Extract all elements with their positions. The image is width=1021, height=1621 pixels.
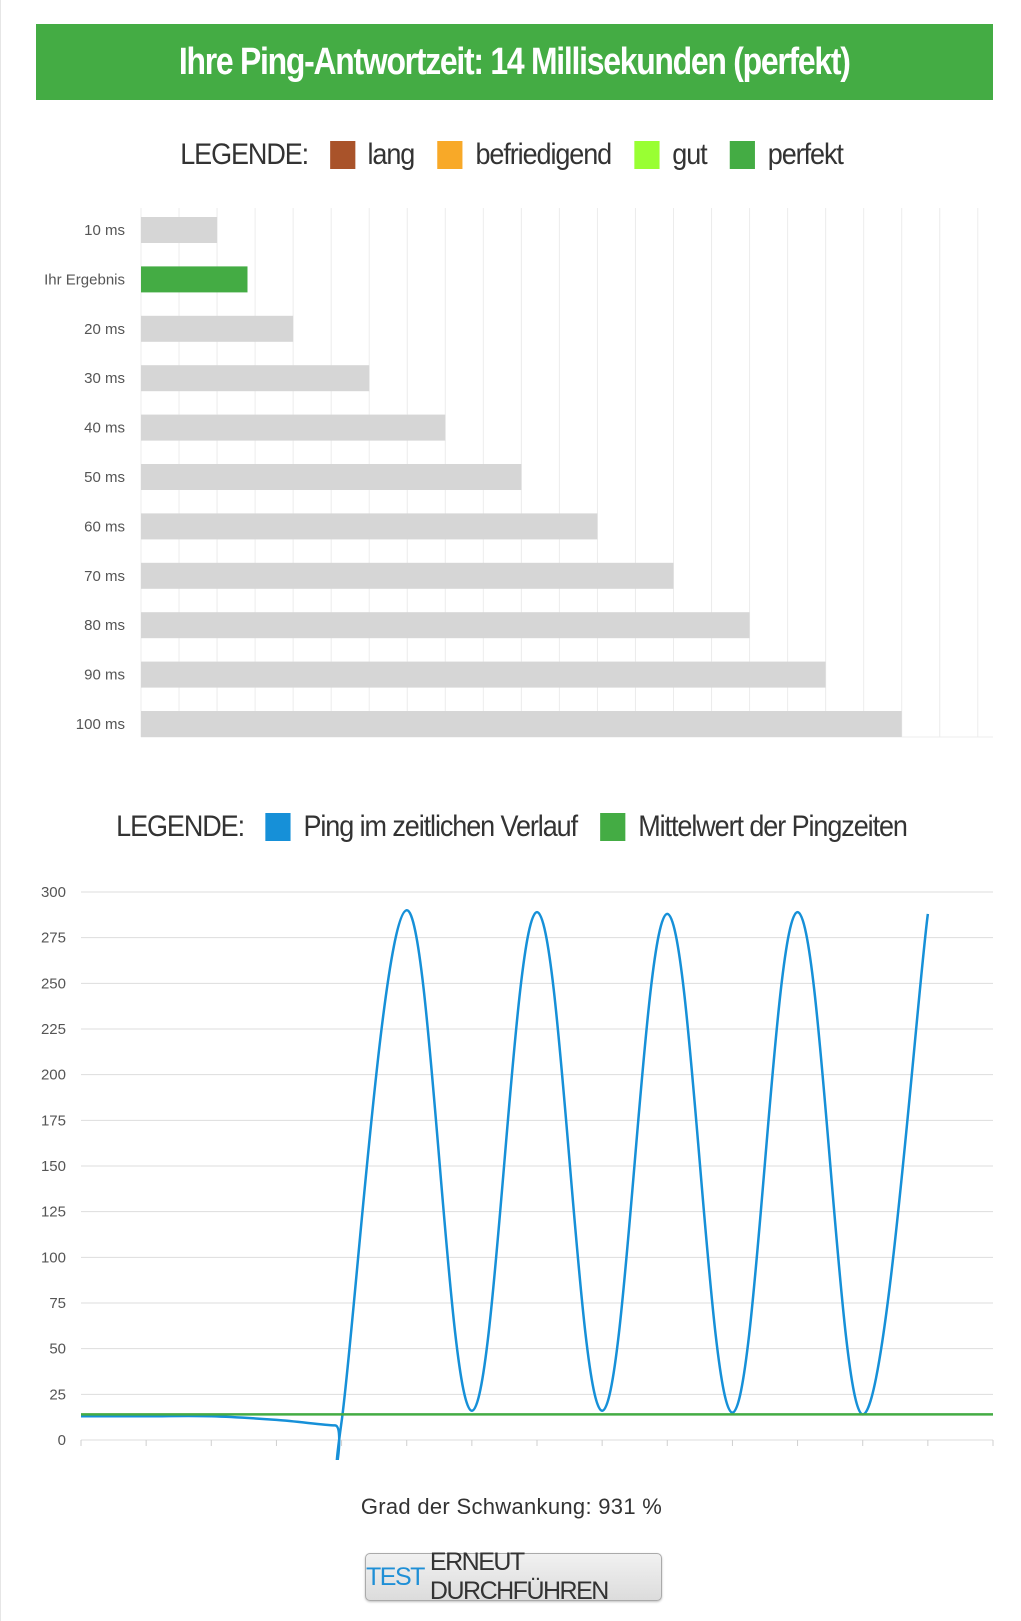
- legend-label-perfekt: perfekt: [767, 138, 844, 171]
- retest-button-label: ERNEUT DURCHFÜHREN: [429, 1548, 609, 1605]
- y-tick-label: 0: [58, 1432, 66, 1449]
- bar-30-ms: [141, 365, 370, 392]
- legend-label-befriedigend: befriedigend: [475, 138, 612, 171]
- legend-label-ping-verlauf: Ping im zeitlichen Verlauf: [303, 810, 578, 843]
- legend-swatch-befriedigend: [437, 141, 463, 169]
- legend-top: LEGENDE: lang befriedigend gut perfekt: [52, 130, 971, 180]
- bar-10-ms: [141, 217, 218, 243]
- bar-40-ms: [141, 414, 446, 441]
- bar-50-ms: [141, 464, 522, 490]
- legend-item-lang: lang: [329, 138, 416, 172]
- y-tick-label: 275: [41, 930, 66, 947]
- bar-label-50-ms: 50 ms: [84, 469, 125, 486]
- bar-label-60-ms: 60 ms: [84, 518, 125, 535]
- bar-ihr-ergebnis: [141, 266, 248, 293]
- y-tick-label: 125: [41, 1204, 66, 1221]
- bar-90-ms: [141, 661, 826, 688]
- legend-swatch-ping-verlauf: [265, 813, 291, 841]
- legend-bottom-title: LEGENDE:: [116, 810, 245, 843]
- bar-label-80-ms: 80 ms: [84, 617, 125, 634]
- bar-20-ms: [141, 315, 294, 342]
- y-tick-label: 225: [41, 1021, 66, 1038]
- y-tick-label: 75: [49, 1295, 66, 1312]
- ping-history-line-chart: 0 25 50 75 100 125 150 175 200 225 250 275 300: [41, 884, 994, 1460]
- legend-top-title: LEGENDE:: [180, 138, 309, 171]
- bar-60-ms: [141, 513, 598, 540]
- legend-swatch-gut: [634, 141, 660, 169]
- legend-item-ping-verlauf: Ping im zeitlichen Verlauf: [265, 810, 578, 844]
- legend-label-mittelwert: Mittelwert der Pingzeiten: [638, 810, 908, 843]
- result-title: Ihre Ping-Antwortzeit: 14 Millisekunden …: [179, 40, 851, 83]
- legend-bottom: LEGENDE: Ping im zeitlichen Verlauf Mitt…: [52, 802, 971, 852]
- y-tick-label: 150: [41, 1158, 66, 1175]
- y-tick-label: 175: [41, 1112, 66, 1129]
- legend-item-gut: gut: [634, 138, 708, 172]
- series-line-ping-verlauf: [80, 909, 930, 1460]
- bar-label-10-ms: 10 ms: [84, 222, 125, 239]
- result-banner: Ihre Ping-Antwortzeit: 14 Millisekunden …: [36, 24, 993, 100]
- bar-label-70-ms: 70 ms: [84, 568, 125, 585]
- legend-item-befriedigend: befriedigend: [437, 138, 612, 172]
- y-tick-label: 300: [41, 884, 66, 901]
- legend-item-mittelwert: Mittelwert der Pingzeiten: [600, 810, 908, 844]
- y-tick-label: 100: [41, 1249, 66, 1266]
- bar-label-20-ms: 20 ms: [84, 321, 125, 338]
- y-tick-label: 250: [41, 975, 66, 992]
- bar-80-ms: [141, 612, 750, 639]
- legend-item-perfekt: perfekt: [730, 138, 844, 172]
- retest-button-accent: TEST: [366, 1562, 425, 1591]
- variation-text: Grad der Schwankung: 931 %: [360, 1494, 663, 1519]
- bar-70-ms: [141, 562, 674, 589]
- y-tick-label: 25: [49, 1386, 66, 1403]
- y-tick-label: 50: [49, 1341, 66, 1358]
- legend-label-lang: lang: [367, 138, 416, 171]
- bar-label-30-ms: 30 ms: [84, 370, 125, 387]
- bar-label-100-ms: 100 ms: [76, 716, 125, 733]
- bar-label-90-ms: 90 ms: [84, 667, 125, 684]
- retest-button[interactable]: TEST ERNEUT DURCHFÜHREN: [365, 1548, 662, 1605]
- bar-100-ms: [141, 711, 902, 737]
- y-tick-label: 200: [41, 1067, 66, 1084]
- bar-label-ihr-ergebnis: Ihr Ergebnis: [44, 271, 125, 288]
- legend-swatch-mittelwert: [600, 813, 626, 841]
- legend-label-gut: gut: [672, 138, 707, 171]
- ping-comparison-bar-chart: 10 ms Ihr Ergebnis 20 ms 30 ms 40 ms 50 ms 60 …: [44, 208, 993, 738]
- bar-label-40-ms: 40 ms: [84, 420, 125, 437]
- legend-swatch-perfekt: [730, 141, 756, 169]
- legend-swatch-lang: [329, 141, 355, 169]
